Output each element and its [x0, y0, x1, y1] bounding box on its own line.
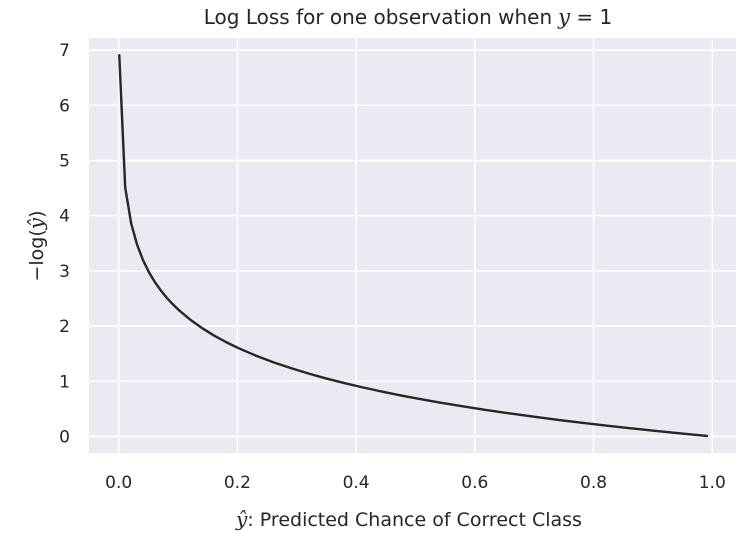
y-tick-label: 6 — [59, 96, 70, 116]
grid-lines — [89, 38, 736, 453]
chart-title: Log Loss for one observation when y = 1 — [204, 5, 612, 29]
x-tick-label: 0.4 — [343, 473, 370, 493]
x-axis-label: ŷ: Predicted Chance of Correct Class — [235, 507, 582, 531]
y-tick-label: 5 — [59, 152, 70, 172]
x-tick-label: 0.8 — [580, 473, 607, 493]
y-tick-label: 1 — [59, 372, 70, 392]
series-layer — [118, 54, 709, 438]
plot-area — [89, 38, 736, 453]
y-tick-label: 4 — [59, 207, 70, 227]
y-tick-label: 7 — [59, 41, 70, 61]
y-tick-label: 2 — [59, 317, 70, 337]
tick-labels: 0.0 0.2 0.4 0.6 0.8 1.0 0 1 2 3 4 5 6 7 — [59, 41, 726, 493]
y-axis-label: −log(ŷ) — [24, 210, 48, 281]
y-tick-label: 3 — [59, 262, 70, 282]
y-tick-label: 0 — [59, 427, 70, 447]
x-tick-label: 0.6 — [461, 473, 488, 493]
x-tick-label: 1.0 — [699, 473, 726, 493]
x-tick-label: 0.0 — [105, 473, 132, 493]
series-line-neg-log — [118, 54, 709, 438]
x-tick-label: 0.2 — [224, 473, 251, 493]
